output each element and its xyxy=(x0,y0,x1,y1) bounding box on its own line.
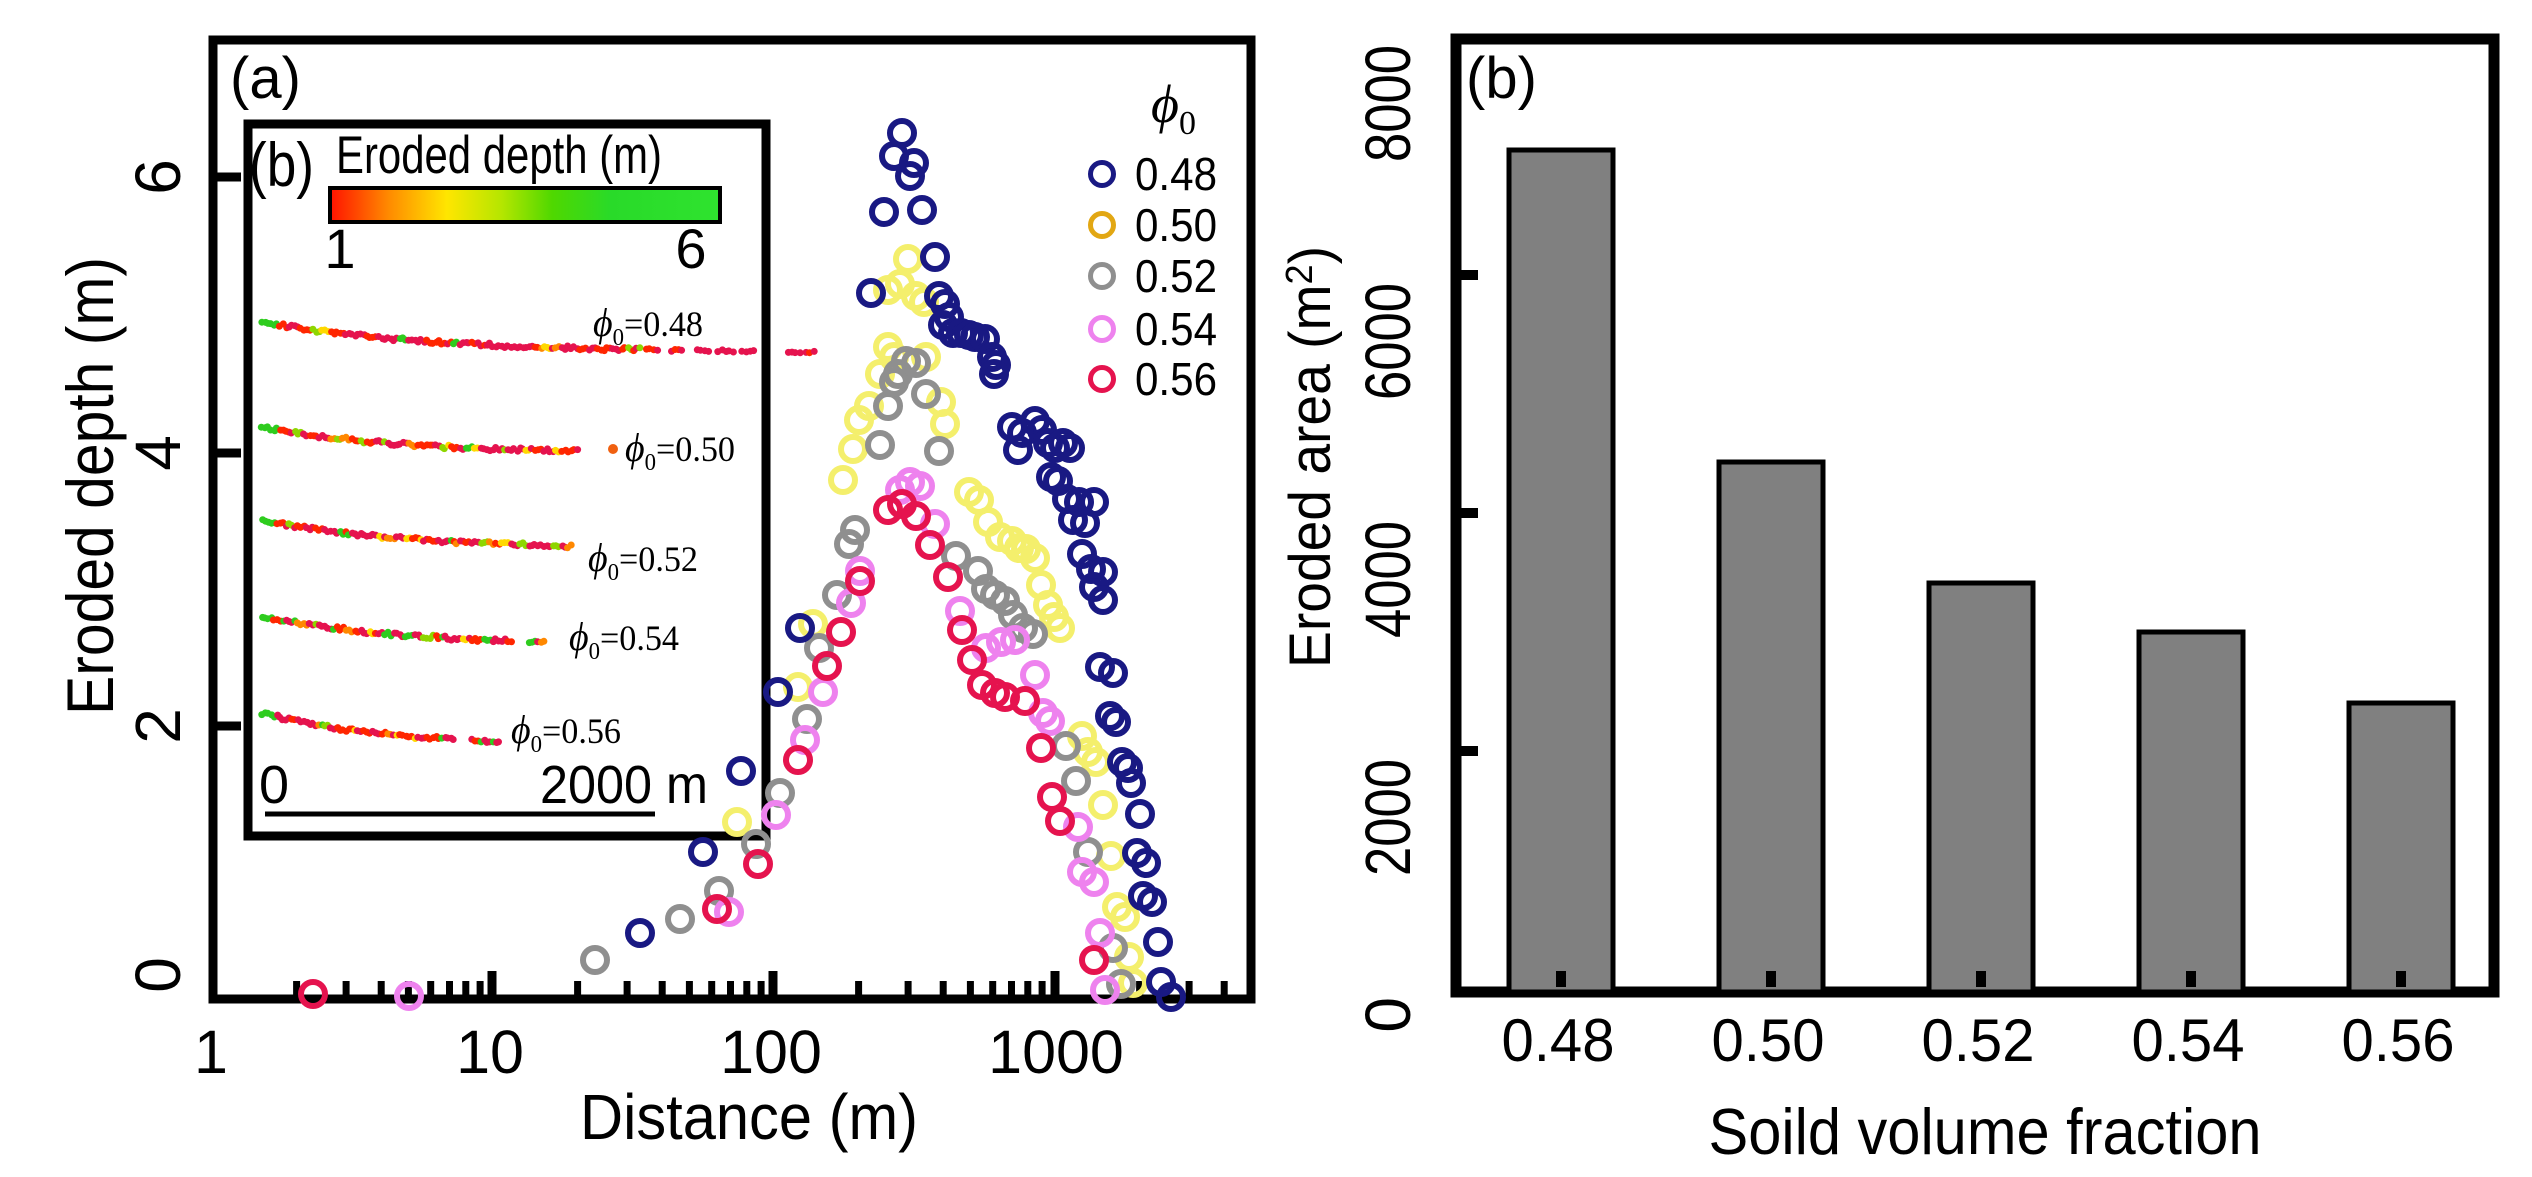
svg-text:ϕ0=0.54: ϕ0=0.54 xyxy=(569,614,679,665)
svg-text:0.56: 0.56 xyxy=(2342,1007,2455,1074)
svg-text:6000: 6000 xyxy=(1352,283,1424,400)
svg-text:0.48: 0.48 xyxy=(1135,148,1217,200)
svg-text:0.52: 0.52 xyxy=(1135,250,1217,302)
svg-text:Eroded depth (m): Eroded depth (m) xyxy=(336,126,662,185)
svg-text:1000: 1000 xyxy=(988,1018,1124,1086)
svg-text:10: 10 xyxy=(456,1018,524,1086)
svg-text:0.50: 0.50 xyxy=(1135,199,1217,251)
svg-text:4000: 4000 xyxy=(1352,521,1424,638)
svg-text:(b): (b) xyxy=(1466,46,1537,111)
svg-text:Distance (m): Distance (m) xyxy=(580,1081,918,1153)
svg-text:ϕ0=0.50: ϕ0=0.50 xyxy=(625,425,735,476)
svg-text:0.50: 0.50 xyxy=(1712,1007,1825,1074)
svg-text:0.48: 0.48 xyxy=(1502,1007,1615,1074)
svg-text:100: 100 xyxy=(720,1018,822,1086)
svg-text:8000: 8000 xyxy=(1352,45,1424,162)
svg-text:0.56: 0.56 xyxy=(1135,353,1217,405)
svg-text:0.52: 0.52 xyxy=(1922,1007,2035,1074)
svg-text:1: 1 xyxy=(194,1018,228,1086)
svg-text:6: 6 xyxy=(675,217,706,280)
svg-text:0: 0 xyxy=(1352,997,1424,1033)
svg-text:ϕ0=0.52: ϕ0=0.52 xyxy=(588,535,698,586)
svg-text:0: 0 xyxy=(259,755,289,815)
svg-text:0.54: 0.54 xyxy=(1135,303,1217,355)
svg-text:2000 m: 2000 m xyxy=(540,755,708,815)
svg-text:ϕ0=0.48: ϕ0=0.48 xyxy=(593,300,703,351)
svg-text:4: 4 xyxy=(122,435,194,471)
svg-text:(b): (b) xyxy=(249,131,314,200)
svg-text:0.54: 0.54 xyxy=(2132,1007,2245,1074)
svg-text:6: 6 xyxy=(122,159,194,195)
svg-text:(a): (a) xyxy=(230,46,301,111)
svg-text:Eroded depth (m): Eroded depth (m) xyxy=(53,257,127,715)
svg-text:2: 2 xyxy=(122,708,194,744)
svg-text:ϕ0=0.56: ϕ0=0.56 xyxy=(511,707,621,758)
svg-text:1: 1 xyxy=(324,217,355,280)
svg-text:Soild volume fraction: Soild volume fraction xyxy=(1709,1095,2262,1168)
svg-text:0: 0 xyxy=(122,957,194,993)
svg-text:2000: 2000 xyxy=(1352,759,1424,876)
svg-text:Eroded area (m2): Eroded area (m2) xyxy=(1278,246,1343,668)
